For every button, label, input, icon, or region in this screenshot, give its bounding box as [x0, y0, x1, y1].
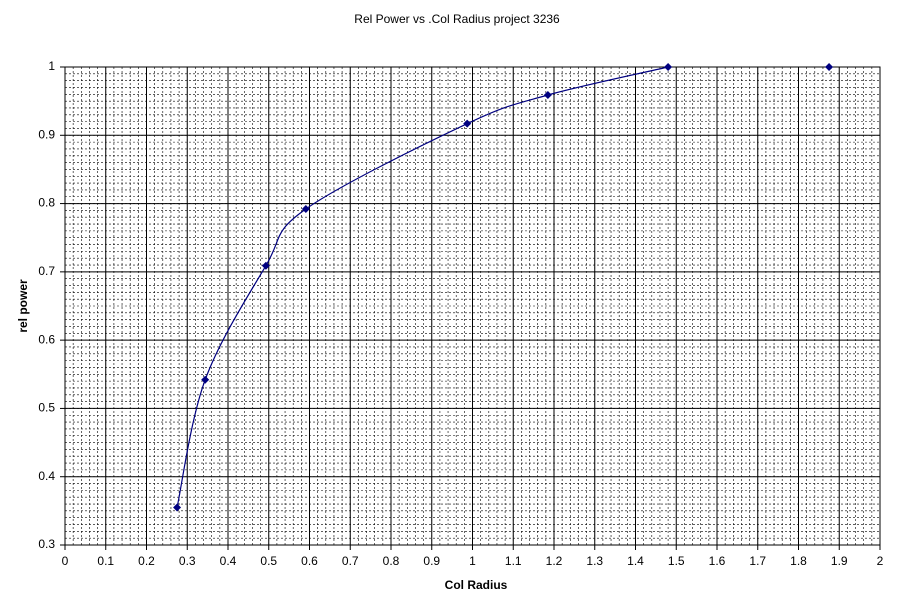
- x-tick-label: 0.4: [220, 554, 237, 568]
- x-tick-label: 0.1: [97, 554, 114, 568]
- y-tick-label: 0.3: [38, 537, 55, 551]
- plot-border: [64, 66, 881, 546]
- x-tick-label: 1.2: [546, 554, 563, 568]
- y-tick-label: 0.8: [38, 196, 55, 210]
- x-tick-label: 2: [877, 554, 884, 568]
- x-tick-label: 1.6: [709, 554, 726, 568]
- x-axis-label: Col Radius: [445, 578, 508, 592]
- x-tick-label: 1.8: [790, 554, 807, 568]
- x-tick-label: 0.3: [179, 554, 196, 568]
- x-tick-label: 0.5: [260, 554, 277, 568]
- x-tick-label: 1.5: [668, 554, 685, 568]
- data-point: [173, 503, 182, 512]
- x-tick-label: 0.8: [383, 554, 400, 568]
- x-tick-label: 1.3: [586, 554, 603, 568]
- x-tick-label: 1.4: [627, 554, 644, 568]
- x-tick-label: 0.6: [301, 554, 318, 568]
- data-point: [543, 90, 552, 99]
- data-point: [301, 205, 310, 214]
- y-tick-label: 0.4: [38, 469, 55, 483]
- x-tick-label: 1.7: [749, 554, 766, 568]
- y-tick-label: 0.9: [38, 127, 55, 141]
- chart-title: Rel Power vs .Col Radius project 3236: [354, 12, 560, 26]
- x-tick-label: 1.1: [505, 554, 522, 568]
- y-tick-label: 0.7: [38, 264, 55, 278]
- y-tick-label: 1: [48, 59, 55, 73]
- y-tick-label: 0.5: [38, 401, 55, 415]
- y-axis-label: rel power: [16, 279, 30, 333]
- data-point: [261, 261, 270, 270]
- x-tick-label: 0.7: [342, 554, 359, 568]
- data-point: [664, 63, 673, 71]
- x-tick-label: 1: [469, 554, 476, 568]
- data-point: [825, 63, 834, 71]
- x-tick-label: 1.9: [831, 554, 848, 568]
- y-tick-label: 0.6: [38, 332, 55, 346]
- x-tick-label: 0.9: [423, 554, 440, 568]
- data-point: [201, 375, 210, 384]
- data-point: [463, 119, 472, 128]
- x-tick-label: 0: [62, 554, 69, 568]
- x-tick-label: 0.2: [138, 554, 155, 568]
